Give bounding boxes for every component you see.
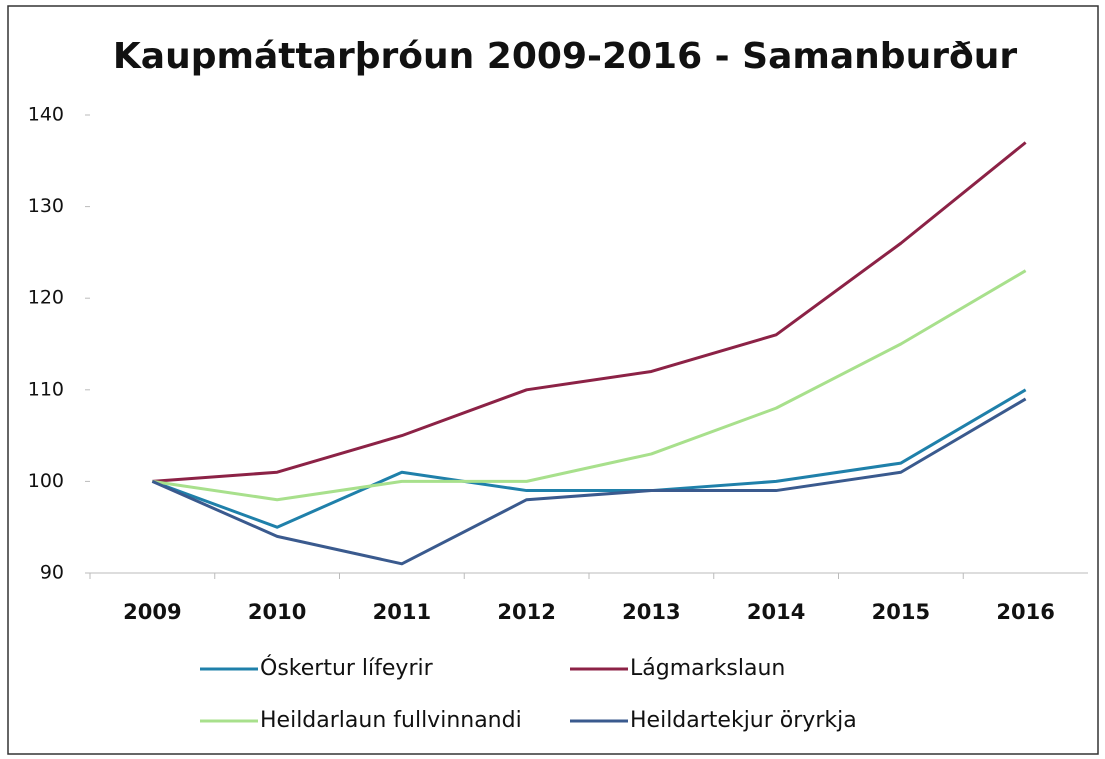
series-line: [152, 269, 1027, 502]
x-tick-label: 2016: [996, 600, 1054, 624]
y-tick-label: 140: [28, 104, 64, 126]
y-tick-label: 110: [28, 378, 64, 400]
x-tick-label: 2010: [248, 600, 306, 624]
x-tick-label: 2009: [123, 600, 181, 624]
y-tick-label: 100: [28, 470, 64, 492]
legend-label: Heildarlaun fullvinnandi: [260, 708, 522, 733]
legend-label: Lágmarkslaun: [630, 656, 785, 681]
legend-label: Heildartekjur öryrkja: [630, 708, 857, 733]
legend-label: Óskertur lífeyrir: [260, 655, 434, 681]
series-line: [151, 388, 1027, 529]
x-tick-label: 2011: [373, 600, 431, 624]
x-tick-label: 2015: [872, 600, 930, 624]
chart-title: Kaupmáttarþróun 2009-2016 - Samanburður: [113, 36, 1017, 77]
y-tick-label: 90: [40, 562, 64, 584]
y-tick-label: 120: [28, 287, 64, 309]
chart-frame: [7, 5, 1099, 755]
series-line: [151, 397, 1027, 566]
y-tick-label: 130: [28, 195, 64, 217]
series-line: [152, 141, 1027, 483]
x-tick-label: 2014: [747, 600, 805, 624]
x-tick-label: 2012: [497, 600, 555, 624]
x-tick-label: 2013: [622, 600, 680, 624]
